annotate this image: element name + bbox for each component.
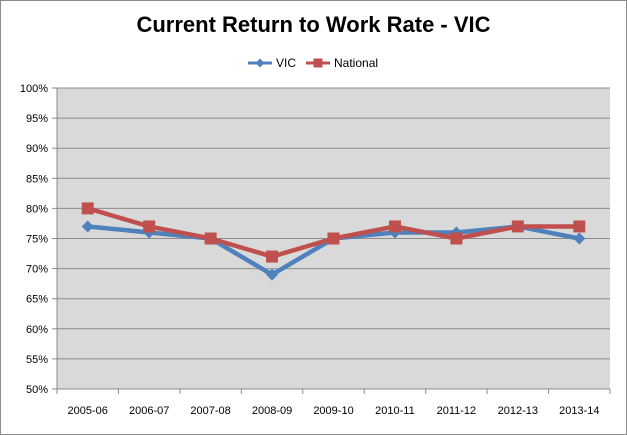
data-point-national bbox=[511, 220, 524, 233]
x-tick-label: 2007-08 bbox=[190, 405, 230, 417]
x-tick-label: 2010-11 bbox=[375, 405, 415, 417]
y-tick-label: 65% bbox=[26, 294, 48, 306]
legend-marker-diamond-icon bbox=[255, 58, 265, 68]
x-tick-label: 2005-06 bbox=[68, 405, 108, 417]
x-tick-label: 2011-12 bbox=[437, 405, 477, 417]
data-point-national bbox=[573, 220, 586, 233]
data-point-national bbox=[143, 220, 156, 233]
series-markers bbox=[81, 202, 586, 281]
data-point-national bbox=[266, 250, 279, 263]
y-tick-label: 50% bbox=[26, 384, 48, 396]
y-tick-label: 60% bbox=[26, 324, 48, 336]
y-tick-labels: 50% 55% 60% 65% 70% 75% 80% 85% 90% 95% 100% bbox=[20, 83, 48, 396]
legend: VIC National bbox=[248, 56, 378, 70]
legend-marker-square-icon bbox=[313, 58, 323, 68]
legend-label-national: National bbox=[334, 56, 378, 70]
data-point-national bbox=[388, 220, 401, 233]
data-point-national bbox=[450, 232, 463, 245]
x-tick-label: 2006-07 bbox=[129, 405, 169, 417]
y-tick-label: 85% bbox=[26, 173, 48, 185]
data-point-vic bbox=[81, 220, 94, 233]
y-tick-label: 75% bbox=[26, 234, 48, 246]
y-tick-label: 80% bbox=[26, 203, 48, 215]
data-point-national bbox=[81, 202, 94, 215]
data-point-national bbox=[327, 232, 340, 245]
x-tick-label: 2008-09 bbox=[252, 405, 292, 417]
y-tick-label: 70% bbox=[26, 264, 48, 276]
x-tick-label: 2013-14 bbox=[559, 405, 599, 417]
x-tick-labels: 2005-06 2006-07 2007-08 2008-09 2009-10 2010-… bbox=[68, 405, 600, 417]
legend-label-vic: VIC bbox=[276, 56, 296, 70]
data-point-national bbox=[204, 232, 217, 245]
y-tick-label: 55% bbox=[26, 354, 48, 366]
x-tick-label: 2009-10 bbox=[313, 405, 353, 417]
data-point-vic bbox=[266, 268, 279, 281]
axes bbox=[56, 88, 611, 394]
y-tick-label: 100% bbox=[20, 83, 48, 95]
y-tick-label: 95% bbox=[26, 113, 48, 125]
y-tick-label: 90% bbox=[26, 143, 48, 155]
x-tick-label: 2012-13 bbox=[498, 405, 538, 417]
data-point-vic bbox=[573, 232, 586, 245]
chart-title: Current Return to Work Rate - VIC bbox=[136, 12, 491, 37]
